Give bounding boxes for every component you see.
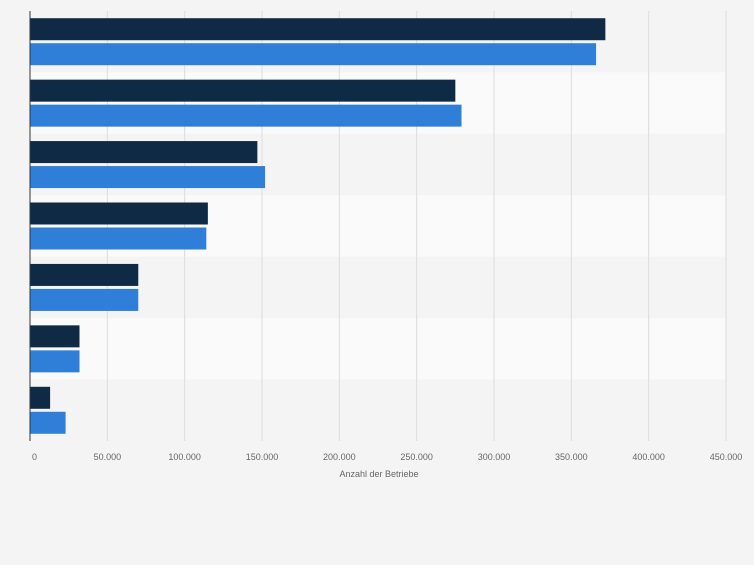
- x-tick-label: 0: [32, 452, 37, 462]
- x-tick-label: 350.000: [555, 452, 588, 462]
- bar-s1-row3: [30, 141, 258, 164]
- row-bands: [30, 11, 726, 441]
- x-tick-label: 50.000: [94, 452, 122, 462]
- bar-s1-row5: [30, 263, 139, 286]
- bar-s2-row1: [30, 43, 597, 66]
- x-tick-label: 100.000: [168, 452, 201, 462]
- bar-s2-row6: [30, 350, 80, 373]
- x-tick-label: 450.000: [710, 452, 743, 462]
- bars: [30, 18, 606, 434]
- bar-s1-row4: [30, 202, 208, 225]
- x-tick-label: 250.000: [400, 452, 433, 462]
- bar-s1-row1: [30, 18, 606, 41]
- bar-s2-row5: [30, 288, 139, 311]
- bar-s2-row4: [30, 227, 207, 250]
- x-axis-label: Anzahl der Betriebe: [339, 469, 418, 479]
- bar-s2-row2: [30, 104, 462, 127]
- bar-s2-row3: [30, 166, 266, 189]
- row-band: [30, 379, 726, 441]
- row-band: [30, 256, 726, 319]
- x-tick-label: 200.000: [323, 452, 356, 462]
- x-tick-label: 400.000: [632, 452, 665, 462]
- bar-s1-row6: [30, 325, 80, 348]
- bar-s2-row7: [30, 411, 66, 434]
- bar-s1-row7: [30, 386, 51, 409]
- x-tick-label: 300.000: [478, 452, 511, 462]
- x-tick-labels: 0 50.000 100.000 150.000 200.000 250.000 300.0…: [32, 452, 742, 462]
- bar-s1-row2: [30, 79, 456, 102]
- x-tick-label: 150.000: [246, 452, 279, 462]
- row-band: [30, 318, 726, 380]
